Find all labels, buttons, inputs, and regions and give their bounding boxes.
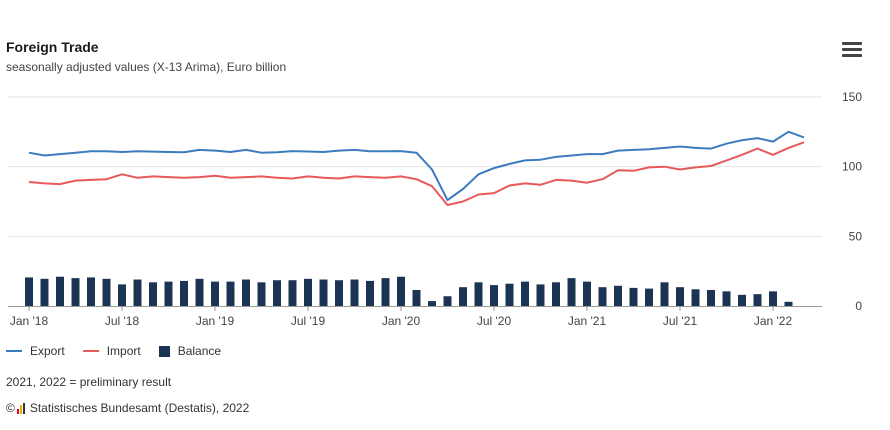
balance-bar [180,280,188,306]
x-tick-label: Jul '19 [291,314,326,328]
balance-bar [366,280,374,306]
balance-bar [164,281,173,306]
balance-bar [521,281,529,306]
balance-bar [567,278,576,306]
balance-bar [40,278,49,306]
export-series-line [28,130,805,202]
balance-bar [242,279,250,306]
source-text[interactable]: Statistisches Bundesamt (Destatis), 2022 [29,401,250,415]
balance-bar [149,282,157,306]
x-tick-label: Jan '20 [382,314,421,328]
x-tick-label: Jan '18 [10,314,49,328]
balance-bar [304,278,312,306]
balance-bar [645,288,653,306]
balance-bar [660,282,669,306]
balance-bar [25,277,33,306]
balance-bar [474,282,483,306]
balance-bar [738,294,746,306]
source-credit: © Statistisches Bundesamt (Destatis), 20… [6,401,249,415]
x-tick-label: Jul '20 [477,314,512,328]
legend-item-import[interactable]: Import [82,344,141,358]
copyright-symbol: © [6,401,15,415]
balance-bar [71,278,80,306]
export-line-swatch [6,350,22,352]
destatis-logo-icon [16,402,26,414]
balance-bar [676,287,684,306]
chart-legend: Export Import Balance [6,344,239,358]
balance-bar [319,279,328,306]
balance-bar [552,282,560,306]
import-series-line [28,141,805,206]
legend-label-balance: Balance [177,344,222,358]
y-tick-label-150: 150 [842,90,862,104]
balance-bar [459,287,467,306]
foreign-trade-chart: 0 50 100 150 Jan '18 Jul '18 Jan '19 Jul '19 Jan… [8,90,863,328]
balance-bar [769,291,777,306]
legend-item-export[interactable]: Export [6,344,65,358]
balance-bar [195,278,204,306]
balance-bar [707,289,715,306]
balance-bar [335,280,343,306]
balance-bar [133,279,142,306]
y-tick-label-0: 0 [855,299,862,313]
balance-bar [536,284,545,306]
balance-bar [87,277,95,306]
legend-label-import: Import [106,344,141,358]
balance-bar [490,285,498,306]
balance-bar [691,289,700,306]
x-tick-label: Jan '19 [196,314,235,328]
balance-bar [784,301,793,306]
balance-bar [598,287,607,306]
balance-bar [257,282,266,306]
balance-bar [722,291,731,306]
legend-item-balance[interactable]: Balance [158,344,222,358]
balance-bar [56,276,64,306]
balance-bar [629,287,638,306]
balance-bar [288,280,297,306]
balance-bar-swatch [158,345,170,357]
y-tick-label-100: 100 [842,160,862,174]
balance-bar [273,280,281,306]
legend-label-export: Export [30,344,65,358]
balance-bar [428,301,436,306]
balance-bar [118,284,126,306]
balance-bar [102,278,111,306]
balance-bar [226,281,235,306]
balance-bar [412,289,421,306]
x-tick-label: Jul '21 [663,314,698,328]
hamburger-menu-icon[interactable] [842,42,862,60]
balance-bar [397,276,405,306]
y-tick-label-50: 50 [849,229,863,243]
balance-bar [614,285,622,306]
preliminary-note: 2021, 2022 = preliminary result [6,375,172,389]
balance-bar [753,294,762,306]
balance-bar [350,279,359,306]
chart-title: Foreign Trade [6,39,99,55]
x-tick-label: Jan '21 [568,314,607,328]
balance-bar [211,281,219,306]
import-line-swatch [82,350,99,352]
chart-subtitle: seasonally adjusted values (X-13 Arima),… [6,60,287,74]
x-tick-label: Jul '18 [105,314,140,328]
balance-bar [381,278,390,306]
balance-bar [583,281,591,306]
balance-bar [505,283,514,306]
x-tick-label: Jan '22 [754,314,793,328]
balance-bar [443,296,452,306]
